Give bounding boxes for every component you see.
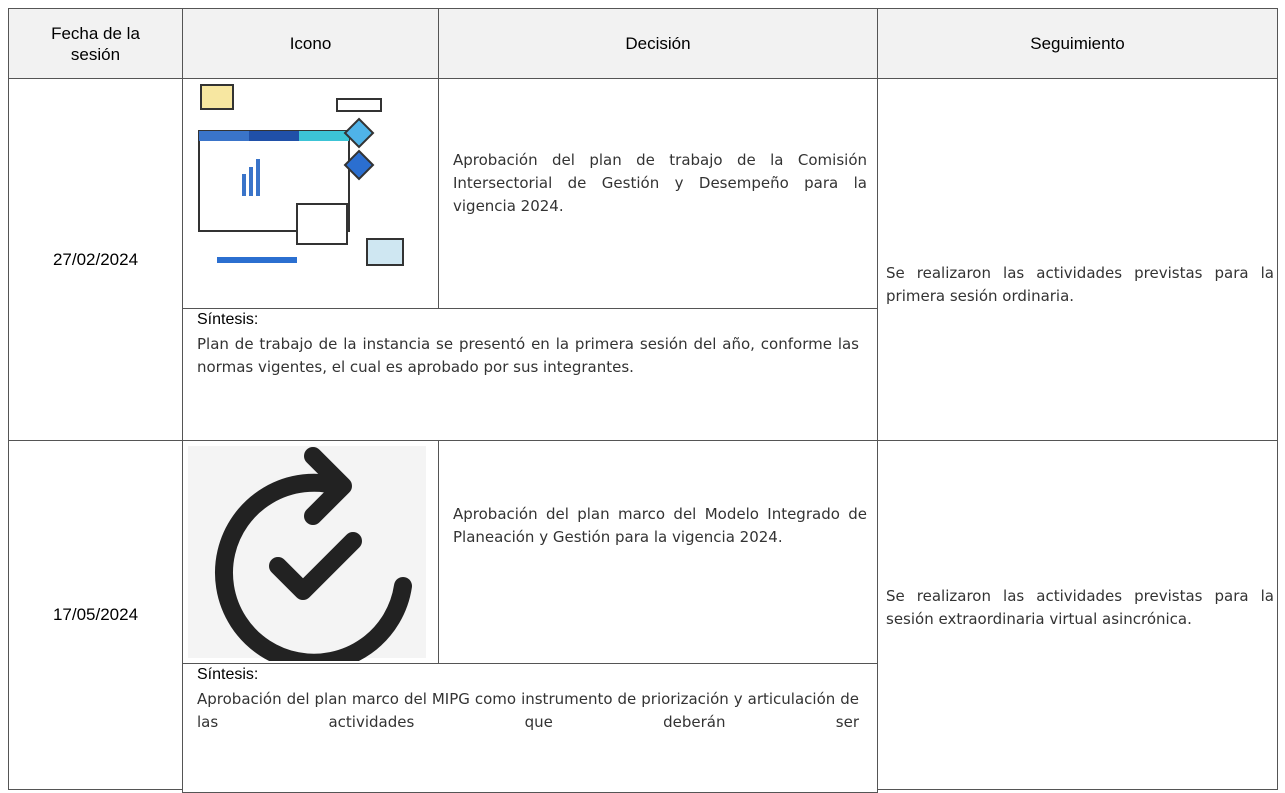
header-cell: Seguimiento [877, 8, 1278, 79]
followup-text: Se realizaron las actividades previstas … [886, 264, 1274, 305]
header-text: Icono [289, 34, 332, 53]
decision-cell: Aprobación del plan marco del Modelo Int… [438, 440, 878, 664]
synthesis-cell: Síntesis: Plan de trabajo de la instanci… [182, 308, 878, 441]
followup-cell: Se realizaron las actividades previstas … [877, 78, 1278, 441]
synthesis-cell: Síntesis: Aprobación del plan marco del … [182, 663, 878, 793]
icon-cell [182, 440, 439, 664]
header-text: Seguimiento [1030, 34, 1125, 53]
followup-cell: Se realizaron las actividades previstas … [877, 440, 1278, 790]
followup-text: Se realizaron las actividades previstas … [886, 587, 1274, 628]
icon-cell [182, 78, 439, 309]
date-text: 17/05/2024 [52, 605, 139, 624]
date-text: 27/02/2024 [52, 249, 139, 269]
synthesis-label: Síntesis: [197, 666, 259, 683]
synthesis-text: Aprobación del plan marco del MIPG como … [197, 690, 859, 731]
header-cell: Decisión [438, 8, 878, 79]
header-text: Decisión [625, 34, 691, 53]
refresh-check-icon [188, 446, 426, 661]
decision-cell: Aprobación del plan de trabajo de la Com… [438, 78, 878, 309]
date-cell: 27/02/2024 [8, 78, 183, 441]
synthesis-text: Plan de trabajo de la instancia se prese… [197, 335, 859, 376]
decision-text: Aprobación del plan marco del Modelo Int… [453, 505, 867, 546]
header-cell: Icono [182, 8, 439, 79]
decision-text: Aprobación del plan de trabajo de la Com… [453, 151, 867, 215]
date-cell: 17/05/2024 [8, 440, 183, 790]
synthesis-label: Síntesis: [197, 311, 259, 328]
header-text: Fecha de la sesión [51, 23, 140, 64]
header-cell: Fecha de la sesión [8, 8, 183, 79]
workflow-icon [198, 84, 404, 266]
